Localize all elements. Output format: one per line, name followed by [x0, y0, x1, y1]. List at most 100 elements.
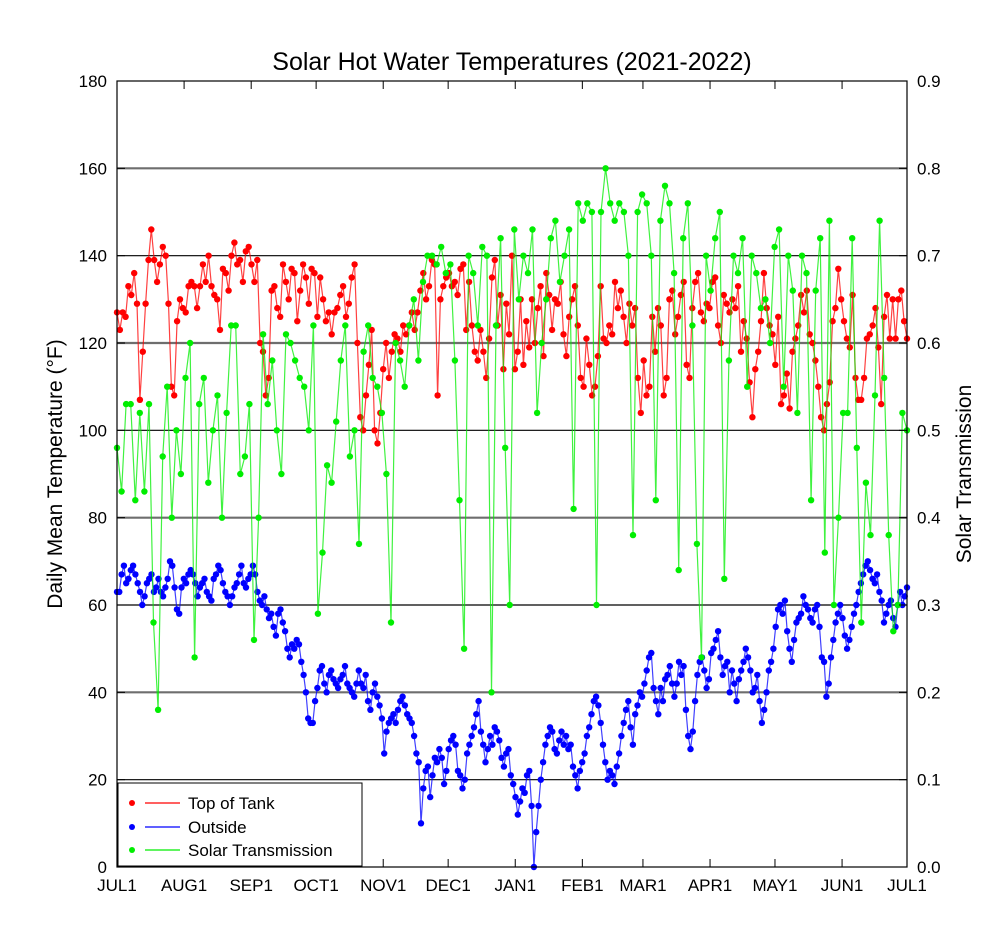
data-point	[496, 737, 503, 744]
data-point	[314, 684, 321, 692]
data-point	[245, 243, 252, 251]
data-point	[516, 798, 524, 805]
data-point	[652, 497, 659, 504]
data-point	[233, 580, 240, 587]
data-point	[788, 658, 795, 665]
data-point	[637, 409, 644, 417]
data-point	[705, 676, 713, 683]
data-point	[807, 497, 815, 504]
data-point	[648, 649, 655, 657]
data-point	[660, 392, 667, 399]
data-point	[894, 601, 902, 609]
data-point	[770, 645, 777, 652]
data-point	[570, 505, 577, 513]
data-point	[643, 392, 650, 399]
y-tick-label: 180	[79, 72, 107, 91]
data-point	[506, 601, 513, 609]
data-point	[900, 318, 908, 325]
data-point	[208, 283, 215, 290]
data-point	[456, 497, 463, 504]
data-point	[209, 427, 217, 434]
data-point	[706, 304, 713, 312]
data-point	[901, 593, 908, 600]
data-point	[772, 361, 779, 368]
data-point	[710, 645, 717, 652]
data-point	[785, 252, 792, 259]
data-point	[302, 689, 310, 696]
data-point	[132, 497, 139, 504]
data-point	[159, 453, 166, 460]
data-point	[450, 732, 457, 740]
data-point	[844, 409, 851, 417]
data-point	[328, 479, 335, 486]
data-point	[629, 531, 637, 539]
data-point	[740, 318, 747, 325]
data-point	[680, 235, 687, 242]
data-point	[457, 772, 464, 779]
data-point	[757, 304, 765, 312]
data-point	[277, 606, 284, 613]
data-point	[177, 470, 185, 478]
data-point	[526, 767, 533, 775]
data-point	[355, 667, 362, 674]
data-point	[835, 265, 842, 272]
data-point	[853, 601, 860, 609]
data-point	[579, 759, 586, 766]
data-point	[380, 366, 387, 373]
data-point	[826, 217, 833, 224]
data-point	[526, 344, 533, 351]
y-axis-right-ticks: 0.0 0.1 0.2 0.3 0.4 0.5 0.6 0.7 0.8 0.9	[899, 72, 941, 877]
data-point	[118, 571, 125, 578]
data-point	[586, 361, 593, 368]
data-point	[716, 208, 723, 216]
data-point	[783, 370, 790, 377]
data-point	[151, 256, 158, 264]
data-point	[341, 662, 349, 670]
data-point	[534, 304, 541, 312]
data-point	[878, 597, 885, 604]
data-point	[218, 514, 226, 521]
data-point	[131, 269, 138, 277]
data-point	[560, 331, 567, 338]
data-point	[122, 400, 130, 408]
legend-box	[117, 782, 363, 867]
data-point	[176, 296, 184, 303]
data-point	[434, 392, 441, 399]
data-point	[323, 689, 330, 696]
data-point	[437, 296, 444, 303]
data-point	[837, 601, 844, 609]
data-point	[703, 684, 710, 692]
data-point	[823, 693, 830, 700]
data-point	[186, 339, 194, 347]
data-point	[433, 759, 441, 766]
data-point	[136, 588, 144, 596]
data-point	[588, 711, 595, 718]
data-point	[319, 549, 326, 556]
data-point	[889, 296, 896, 303]
data-point	[529, 226, 536, 233]
data-point	[440, 283, 447, 290]
data-point	[451, 357, 459, 364]
data-point	[367, 706, 374, 713]
data-point	[689, 728, 696, 735]
data-point	[239, 278, 247, 286]
data-point	[595, 702, 602, 709]
data-point	[574, 785, 581, 792]
x-tick-label: APR1	[688, 876, 732, 895]
data-point	[310, 322, 317, 329]
data-point	[780, 392, 788, 399]
data-point	[698, 654, 705, 661]
x-tick-label: JUL1	[97, 876, 137, 895]
data-point	[789, 287, 796, 294]
data-point	[663, 374, 670, 382]
data-point	[383, 470, 390, 478]
x-tick-label: AUG1	[161, 876, 207, 895]
data-point	[282, 331, 290, 338]
data-point	[355, 540, 363, 548]
data-point	[512, 793, 519, 801]
data-point	[602, 165, 609, 172]
data-point	[794, 409, 801, 417]
data-point	[410, 732, 418, 740]
data-point	[314, 313, 321, 320]
data-point	[128, 291, 135, 299]
